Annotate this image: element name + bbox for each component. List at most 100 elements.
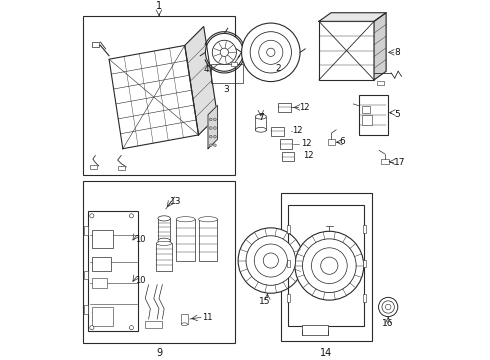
Text: 12: 12 (299, 103, 310, 112)
Text: 4: 4 (203, 65, 209, 74)
Circle shape (209, 127, 212, 129)
Bar (88, 211, 138, 331)
Text: 3: 3 (223, 85, 229, 94)
Bar (255, 117, 267, 130)
Circle shape (205, 33, 243, 71)
Ellipse shape (158, 216, 171, 221)
Bar (362, 115, 371, 125)
Text: 5: 5 (395, 110, 400, 119)
Circle shape (90, 325, 94, 330)
Circle shape (214, 144, 216, 147)
Bar (280, 139, 293, 149)
Text: 12: 12 (303, 151, 314, 160)
Polygon shape (374, 13, 386, 80)
Bar (145, 321, 162, 328)
Ellipse shape (156, 241, 172, 246)
Circle shape (321, 257, 338, 274)
Bar (211, 64, 243, 83)
Ellipse shape (181, 323, 188, 325)
Ellipse shape (176, 217, 195, 222)
Circle shape (254, 244, 287, 277)
Bar (198, 219, 218, 261)
Circle shape (214, 135, 216, 138)
Bar (92, 230, 113, 248)
Text: 6: 6 (340, 137, 345, 146)
Circle shape (302, 239, 356, 293)
Bar (83, 16, 235, 175)
Circle shape (246, 236, 295, 285)
Bar (118, 166, 124, 170)
Bar (287, 294, 290, 302)
Text: 8: 8 (395, 48, 400, 57)
Text: 7: 7 (258, 113, 264, 122)
Ellipse shape (198, 217, 218, 222)
Bar (84, 226, 88, 235)
Text: 13: 13 (171, 197, 182, 206)
Bar (328, 139, 335, 145)
Text: 9: 9 (156, 348, 162, 358)
Bar (287, 225, 290, 233)
Ellipse shape (255, 114, 267, 119)
Circle shape (129, 214, 133, 218)
Text: 11: 11 (202, 313, 213, 322)
Polygon shape (109, 45, 198, 149)
Polygon shape (208, 105, 218, 149)
Bar (381, 159, 389, 164)
Bar (231, 62, 238, 66)
Bar (84, 271, 88, 279)
Circle shape (386, 304, 391, 310)
Text: 1: 1 (156, 1, 162, 11)
Bar (363, 225, 366, 233)
Bar (359, 95, 388, 135)
Text: 12: 12 (301, 139, 312, 148)
Ellipse shape (158, 238, 171, 243)
Text: 10: 10 (135, 235, 145, 244)
Ellipse shape (255, 127, 267, 132)
Bar (362, 106, 369, 113)
Bar (176, 219, 195, 261)
Bar (156, 243, 172, 271)
Circle shape (238, 228, 303, 293)
Circle shape (214, 127, 216, 129)
Bar (84, 305, 88, 314)
Bar (271, 127, 284, 136)
Circle shape (214, 118, 216, 121)
Circle shape (209, 135, 212, 138)
Text: 14: 14 (320, 348, 332, 358)
Bar (282, 152, 294, 161)
Bar (92, 257, 111, 271)
Circle shape (220, 48, 228, 57)
Bar (90, 165, 97, 169)
Circle shape (212, 40, 236, 64)
Bar (377, 81, 384, 85)
Bar (278, 103, 291, 112)
Circle shape (263, 253, 278, 268)
Bar (319, 21, 374, 80)
Bar (92, 42, 98, 47)
Bar (363, 294, 366, 302)
Text: 15: 15 (259, 297, 270, 306)
Circle shape (209, 118, 212, 121)
Bar (287, 260, 290, 267)
Circle shape (312, 248, 347, 284)
Bar (363, 260, 366, 267)
Circle shape (259, 40, 283, 64)
Bar (92, 278, 107, 288)
Bar (83, 181, 235, 343)
Circle shape (129, 325, 133, 330)
Text: 16: 16 (382, 319, 394, 328)
Circle shape (295, 231, 364, 300)
Polygon shape (319, 13, 386, 21)
Circle shape (90, 214, 94, 218)
Text: 2: 2 (275, 64, 280, 73)
Bar (92, 307, 113, 326)
Polygon shape (185, 27, 218, 135)
Circle shape (267, 48, 275, 57)
Circle shape (250, 32, 292, 73)
Circle shape (209, 144, 212, 147)
Circle shape (382, 301, 394, 313)
Bar (181, 314, 188, 324)
Text: 17: 17 (393, 158, 405, 167)
Circle shape (379, 297, 398, 317)
Text: 12: 12 (292, 126, 303, 135)
